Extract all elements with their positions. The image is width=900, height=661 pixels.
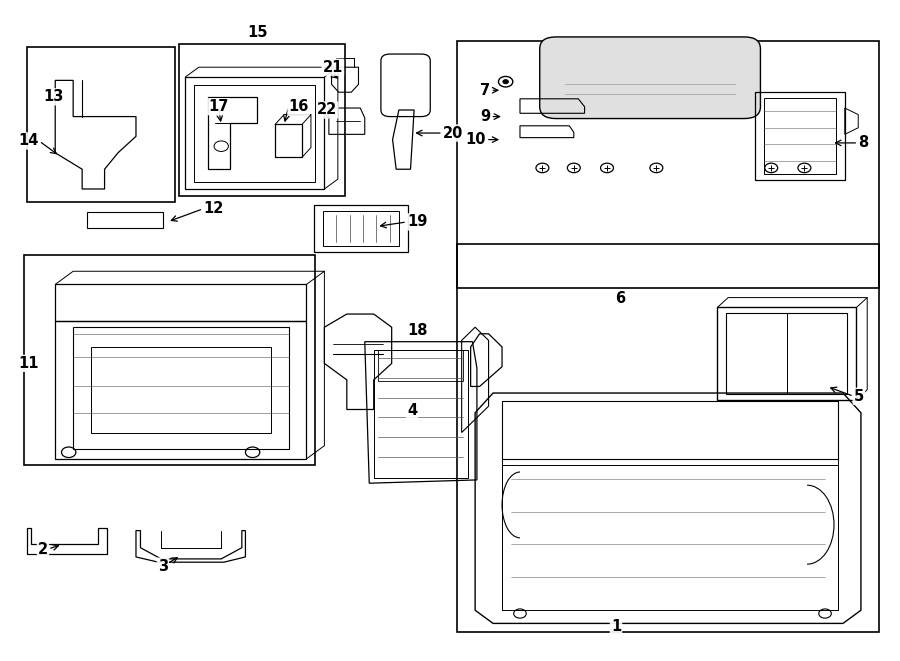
Text: 21: 21 [322, 59, 343, 75]
Bar [73, 327, 289, 449]
Circle shape [503, 80, 508, 84]
Text: 16: 16 [289, 99, 309, 114]
Text: 12: 12 [203, 201, 223, 216]
Bar [374, 350, 468, 478]
Text: 5: 5 [854, 389, 864, 404]
Text: 2: 2 [38, 541, 48, 557]
Text: 10: 10 [465, 132, 486, 147]
Bar [726, 313, 848, 395]
Text: 11: 11 [18, 356, 39, 371]
Bar [23, 254, 315, 465]
Text: 1: 1 [611, 619, 621, 634]
Text: 22: 22 [317, 102, 338, 118]
Bar [194, 85, 315, 182]
Text: 3: 3 [158, 559, 168, 574]
Bar [26, 48, 175, 202]
Text: 20: 20 [443, 126, 464, 141]
Text: 4: 4 [407, 403, 417, 418]
Text: 19: 19 [407, 214, 428, 229]
Bar [91, 347, 271, 432]
Text: 17: 17 [208, 99, 229, 114]
Bar [502, 401, 839, 459]
FancyBboxPatch shape [540, 37, 760, 118]
Text: 9: 9 [481, 109, 491, 124]
Bar [457, 41, 879, 288]
Text: 6: 6 [616, 292, 625, 307]
Text: 13: 13 [43, 89, 64, 104]
Text: 8: 8 [859, 136, 868, 151]
Bar [322, 211, 399, 247]
Text: 15: 15 [247, 26, 267, 40]
Text: 14: 14 [19, 134, 39, 149]
Bar [378, 350, 464, 381]
Bar [764, 98, 836, 174]
Bar [502, 465, 839, 610]
Text: 18: 18 [407, 323, 428, 338]
Bar [457, 244, 879, 632]
Text: 7: 7 [481, 83, 491, 98]
Bar [179, 44, 345, 196]
